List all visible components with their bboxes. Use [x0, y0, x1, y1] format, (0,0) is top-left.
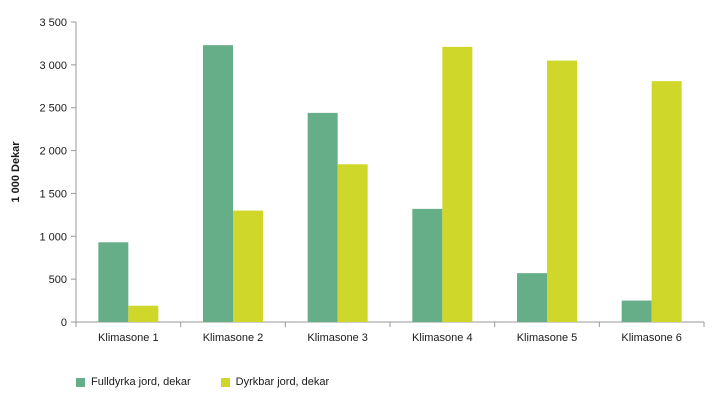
y-axis-title: 1 000 Dekar: [10, 141, 22, 203]
bar-fulldyrka: [98, 242, 129, 322]
x-tick-label: Klimasone 3: [307, 332, 368, 344]
bar-dyrkbar: [233, 210, 263, 322]
legend-swatch-fulldyrka: [76, 377, 85, 387]
y-tick-label: 500: [49, 274, 67, 286]
y-axis: 0 500 1 000 1 500 2 000 2 500 3 000 3 500: [39, 17, 77, 329]
y-tick-label: 2 000: [39, 146, 67, 158]
x-tick-label: Klimasone 5: [517, 332, 578, 344]
y-tick-label: 3 000: [39, 60, 67, 72]
bar-dyrkbar: [337, 164, 368, 322]
bar-dyrkbar: [547, 60, 577, 322]
x-tick-label: Klimasone 6: [621, 332, 682, 344]
y-tick-label: 3 500: [39, 17, 67, 29]
x-tick-label: Klimasone 4: [412, 332, 473, 344]
legend: Fulldyrka jord, dekar Dyrkbar jord, deka…: [76, 376, 329, 388]
bar-dyrkbar: [128, 305, 159, 322]
bar-dyrkbar: [651, 81, 682, 323]
legend-label-fulldyrka: Fulldyrka jord, dekar: [91, 376, 191, 388]
bar-fulldyrka: [621, 300, 652, 322]
x-tick-label: Klimasone 2: [203, 332, 264, 344]
bar-fulldyrka: [517, 273, 547, 322]
legend-item-dyrkbar: Dyrkbar jord, dekar: [220, 376, 330, 388]
x-axis: Klimasone 1 Klimasone 2 Klimasone 3 Klimaso…: [75, 321, 705, 344]
legend-item-fulldyrka: Fulldyrka jord, dekar: [76, 376, 191, 388]
y-tick-label: 1 500: [39, 188, 67, 200]
bar-fulldyrka: [203, 45, 233, 323]
y-tick-label: 2 500: [39, 103, 67, 115]
x-tick-label: Klimasone 1: [98, 332, 159, 344]
y-tick-label: 1 000: [39, 231, 67, 243]
bars: [98, 45, 682, 323]
legend-label-dyrkbar: Dyrkbar jord, dekar: [235, 376, 330, 388]
y-tick-label: 0: [61, 317, 67, 329]
bar-fulldyrka: [307, 112, 338, 322]
legend-swatch-dyrkbar: [220, 377, 230, 387]
bar-fulldyrka: [412, 208, 443, 322]
bar-dyrkbar: [442, 46, 473, 322]
